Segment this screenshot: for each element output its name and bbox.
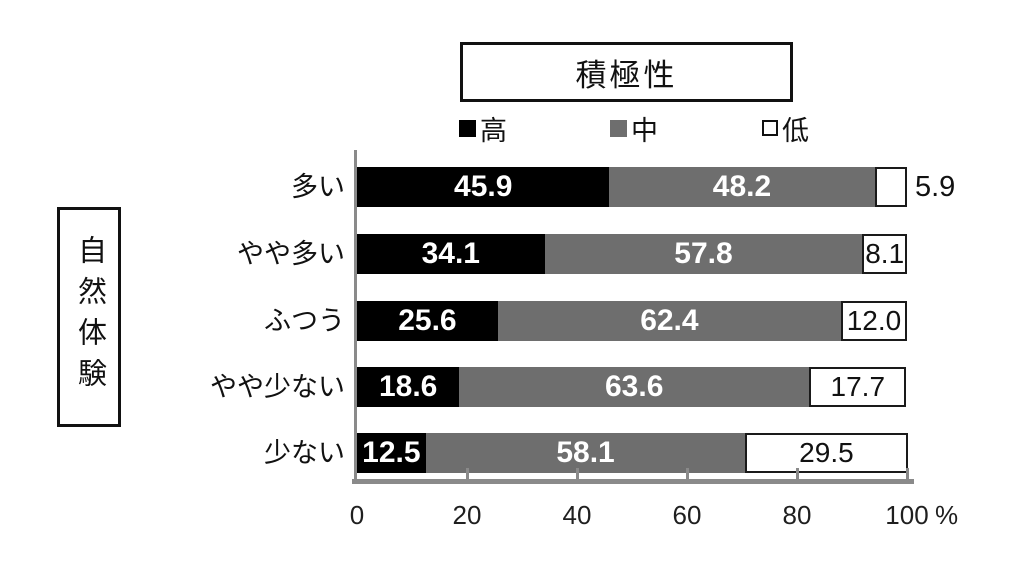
x-axis-tick-label: 0 xyxy=(349,500,365,530)
bar-segment-low: 12.0 xyxy=(840,301,907,341)
bar-segment-low: 8.1 xyxy=(862,234,907,274)
y-axis-group-label: 自然体験 xyxy=(73,235,106,399)
bar-segment-mid: 48.2 xyxy=(609,167,875,207)
segment-value-label: 12.0 xyxy=(846,305,902,336)
x-axis-tick xyxy=(575,468,579,479)
bar-segment-low: 17.7 xyxy=(809,367,907,407)
x-axis-tick-label: 80 xyxy=(782,500,812,530)
bar-segment-mid: 62.4 xyxy=(497,301,841,341)
x-axis-tick xyxy=(905,468,909,479)
x-axis-tick-label: 20 xyxy=(452,500,482,530)
y-axis-group-box: 自然体験 xyxy=(57,207,121,427)
legend-label-low: 低 xyxy=(782,115,809,146)
bar-segment-high: 45.9 xyxy=(357,167,610,207)
legend-swatch-low-icon xyxy=(762,120,778,136)
x-axis-tick xyxy=(795,468,799,479)
plot-area: % 45.9 48.2 5.9 34.1 57.8 8.1 25.6 62.4 12.0 18.6… xyxy=(350,150,958,530)
segment-value-label-outside: 5.9 xyxy=(915,171,956,203)
segment-value-label: 58.1 xyxy=(556,436,615,469)
bar-segment-mid: 58.1 xyxy=(425,433,746,473)
segment-value-label: 18.6 xyxy=(378,370,438,403)
x-axis-tick xyxy=(685,468,689,479)
category-label: ふつう xyxy=(264,306,345,336)
segment-value-label: 25.6 xyxy=(398,304,457,337)
segment-value-label: 63.6 xyxy=(605,370,664,403)
segment-value-label: 29.5 xyxy=(799,437,854,468)
segment-value-label: 57.8 xyxy=(674,237,733,270)
x-axis-tick-label: 60 xyxy=(672,500,702,530)
legend-label-high: 高 xyxy=(480,115,507,146)
category-label: やや少ない xyxy=(210,372,345,402)
category-label: やや多い xyxy=(237,239,345,269)
chart-title: 積極性 xyxy=(575,57,678,93)
bar-segment-high: 12.5 xyxy=(357,433,426,473)
bar-row: 45.9 48.2 5.9 xyxy=(357,167,955,207)
bar-segment-high: 34.1 xyxy=(357,234,545,274)
category-label: 多い xyxy=(291,172,345,202)
bar-row: 18.6 63.6 17.7 xyxy=(357,367,907,407)
legend-label-mid: 中 xyxy=(631,115,658,146)
chart-title-box: 積極性 xyxy=(460,42,793,102)
legend-swatch-mid-icon xyxy=(610,119,627,137)
legend-item-mid: 中 xyxy=(610,112,658,146)
bar-row: 12.5 58.1 29.5 xyxy=(357,433,908,473)
segment-value-label: 12.5 xyxy=(362,436,421,469)
bar-segment-low xyxy=(874,167,907,207)
segment-value-label: 8.1 xyxy=(865,238,905,269)
x-axis-unit-label: % xyxy=(935,500,959,530)
x-axis-tick-label: 100 xyxy=(885,500,929,530)
x-axis-tick-label: 40 xyxy=(562,500,592,530)
bar-segment-high: 18.6 xyxy=(357,367,460,407)
bar-row: 34.1 57.8 8.1 xyxy=(357,234,907,274)
segment-value-label: 17.7 xyxy=(830,371,886,402)
bar-row: 25.6 62.4 12.0 xyxy=(357,301,907,341)
legend-swatch-high-icon xyxy=(459,119,476,137)
bar-segment-low: 29.5 xyxy=(745,433,908,473)
segment-value-label: 34.1 xyxy=(421,237,480,270)
legend-item-low: 低 xyxy=(762,112,809,146)
segment-value-label: 48.2 xyxy=(712,170,772,203)
segment-value-label: 45.9 xyxy=(454,170,513,203)
x-axis-line xyxy=(352,479,914,484)
y-axis-line xyxy=(354,150,357,483)
bar-segment-mid: 57.8 xyxy=(544,234,863,274)
legend-item-high: 高 xyxy=(459,112,507,146)
bar-segment-high: 25.6 xyxy=(357,301,498,341)
x-axis-tick xyxy=(465,468,469,479)
bar-segment-mid: 63.6 xyxy=(459,367,810,407)
segment-value-label: 62.4 xyxy=(640,304,699,337)
category-label: 少ない xyxy=(264,438,345,468)
